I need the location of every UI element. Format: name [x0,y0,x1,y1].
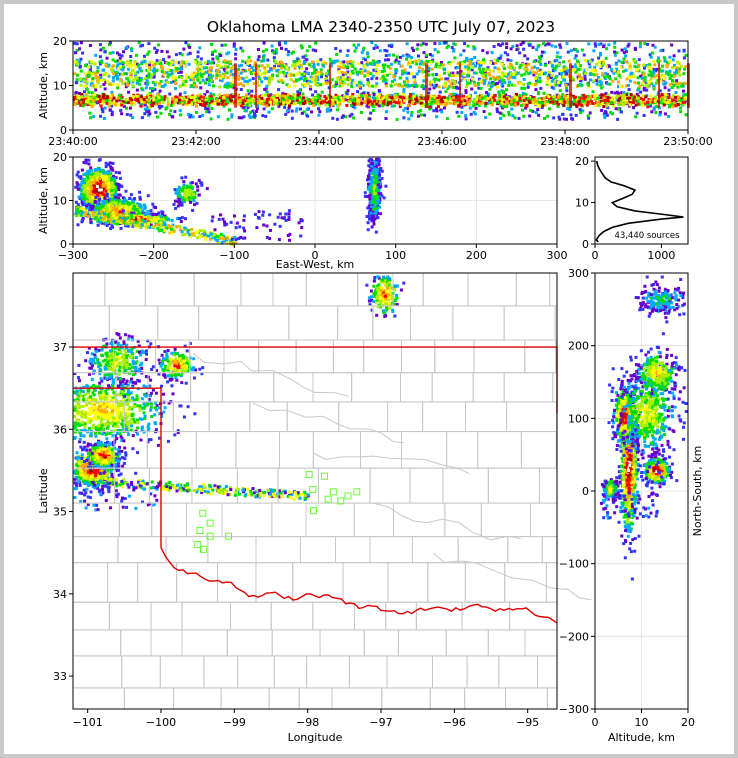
altitude-tick-label: 20 [575,155,589,168]
station-marker [199,509,207,517]
altitude-profile-line [595,160,684,243]
north-south-tick-label: −300 [559,703,589,716]
north-south-tick-label: −100 [559,558,589,571]
east-west-tick-label: 300 [547,249,568,262]
station-marker [337,497,345,505]
station-marker [206,519,214,527]
altitude-time-density [73,41,690,121]
map-layer [72,272,592,710]
north-south-density [599,275,688,581]
county-lines [72,272,592,710]
longitude-tick-label: −95 [516,716,539,729]
altitude-tick-label: 10 [53,80,67,93]
north-south-xlabel: Altitude, km [608,731,675,744]
north-south-tick-label: 300 [568,267,589,280]
altitude-tick-label: 20 [53,151,67,164]
latitude-tick-label: 34 [53,588,67,601]
north-south-ylabel: North-South, km [691,446,704,537]
panhandle-border [73,387,162,548]
longitude-tick-label: −99 [223,716,246,729]
station-marker [196,527,204,534]
east-west-xlabel: East-West, km [276,258,354,271]
altitude-tick-label: 20 [53,35,67,48]
station-marker [329,488,337,496]
station-marker [194,541,202,548]
longitude-tick-label: −101 [73,716,103,729]
east-west-tick-label: −100 [219,249,249,262]
north-south-tick-label: 200 [568,340,589,353]
altitude-tick-label: 0 [582,238,589,251]
latitude-tick-label: 35 [53,506,67,519]
latitude-tick-label: 36 [53,423,67,436]
altitude-tick-label: 0 [592,716,599,729]
count-tick-label: 1000 [647,249,675,262]
altitude-tick-label: 0 [60,124,67,137]
east-west-tick-label: 200 [466,249,487,262]
plan-view-axes [72,272,558,710]
lma-figure: Oklahoma LMA 2340-2350 UTC July 07, 2023… [37,18,713,744]
plan-view-density [73,275,406,512]
station-marker [309,485,317,493]
north-south-tick-label: 0 [582,485,589,498]
time-tick-label: 23:48:00 [540,135,589,148]
north-south-tick-label: −200 [559,630,589,643]
count-tick-label: 0 [592,249,599,262]
longitude-tick-label: −97 [369,716,392,729]
longitude-tick-label: −100 [146,716,176,729]
lma-stations [194,471,361,553]
station-marker [353,488,361,496]
latitude-tick-label: 33 [53,670,67,683]
figure-frame: Oklahoma LMA 2340-2350 UTC July 07, 2023… [4,4,734,754]
density-layer [72,41,690,710]
altitude-tick-label: 10 [635,716,649,729]
altitude-time-ylabel: Altitude, km [37,52,50,119]
red-river-border [160,547,558,624]
altitude-tick-label: 20 [681,716,695,729]
altitude-histogram-line [595,160,684,243]
axes-layer: 43,440 sources 23:40:00 23:42:00 23:44:00 23… [37,35,713,744]
station-marker [305,471,313,478]
station-marker [324,495,332,503]
east-west-tick-label: 100 [385,249,406,262]
altitude-tick-label: 10 [53,195,67,208]
east-west-tick-label: 0 [312,249,319,262]
station-marker [225,532,232,540]
station-marker [310,507,317,515]
figure-title: Oklahoma LMA 2340-2350 UTC July 07, 2023 [207,18,555,36]
time-tick-label: 23:50:00 [663,135,712,148]
east-west-density [73,157,388,246]
grid-lines [72,156,558,245]
longitude-tick-label: −98 [296,716,319,729]
histogram-axes [594,156,689,245]
time-tick-label: 23:42:00 [171,135,220,148]
east-west-tick-label: −300 [58,249,88,262]
station-marker [200,545,207,553]
longitude-xlabel: Longitude [288,731,343,744]
station-marker [344,492,352,500]
sources-count-label: 43,440 sources [614,231,680,241]
station-marker [206,532,214,540]
north-south-tick-label: 100 [568,412,589,425]
time-tick-label: 23:46:00 [417,135,466,148]
altitude-tick-label: 10 [575,197,589,210]
altitude-tick-label: 0 [60,238,67,251]
latitude-tick-label: 37 [53,341,67,354]
east-west-ylabel: Altitude, km [37,167,50,234]
station-marker [321,472,328,480]
time-tick-label: 23:44:00 [294,135,343,148]
east-west-tick-label: −200 [139,249,169,262]
longitude-tick-label: −96 [443,716,466,729]
latitude-ylabel: Latitude [37,468,50,514]
time-tick-label: 23:40:00 [48,135,97,148]
